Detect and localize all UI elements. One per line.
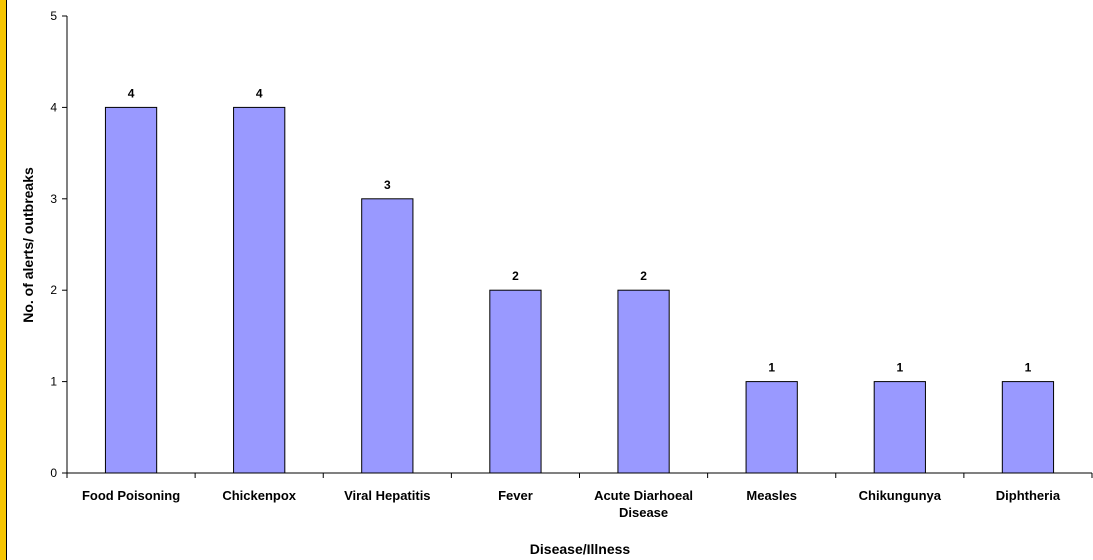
data-label: 2: [640, 269, 647, 283]
bar: [233, 106, 286, 474]
x-tick-label: Fever: [498, 488, 533, 503]
y-tick-label: 5: [50, 9, 57, 23]
x-tick-label: Acute Diarhoeal: [594, 488, 693, 503]
x-tick-label: Food Poisoning: [82, 488, 180, 503]
left-border-strip: [0, 0, 7, 560]
category-labels: Food Poisoning Chickenpox Viral Hepatitis F…: [82, 488, 1061, 520]
y-tick-label: 4: [50, 100, 57, 114]
x-tick-label: Chikungunya: [859, 488, 942, 503]
data-label: 2: [512, 269, 519, 283]
bar: [361, 198, 414, 474]
bar: [1001, 381, 1055, 474]
x-axis-title: Disease/Illness: [530, 541, 631, 557]
bar: [489, 289, 542, 474]
x-tick-label: Disease: [619, 505, 668, 520]
y-axis-title: No. of alerts/ outbreaks: [20, 167, 36, 323]
x-tick-label: Chickenpox: [222, 488, 296, 503]
data-label: 4: [256, 86, 263, 100]
data-labels: 4 4 3 2 2 1 1 1: [128, 86, 1032, 374]
y-tick-label: 2: [50, 283, 57, 297]
bar: [104, 106, 158, 474]
data-label: 4: [128, 86, 135, 100]
y-tick-label: 0: [50, 466, 57, 480]
x-axis: [66, 472, 1093, 478]
data-label: 1: [768, 361, 775, 375]
x-tick-label: Viral Hepatitis: [344, 488, 430, 503]
x-tick-label: Diphtheria: [996, 488, 1061, 503]
bar: [617, 289, 670, 474]
bar: [873, 381, 926, 474]
data-label: 1: [1025, 361, 1032, 375]
bars: [104, 106, 1055, 474]
x-tick-label: Measles: [746, 488, 797, 503]
y-tick-label: 1: [50, 375, 57, 389]
data-label: 3: [384, 178, 391, 192]
y-tick-label: 3: [50, 192, 57, 206]
y-axis: 0 1 2 3 4 5: [50, 9, 68, 480]
bar: [745, 381, 798, 474]
data-label: 1: [896, 361, 903, 375]
